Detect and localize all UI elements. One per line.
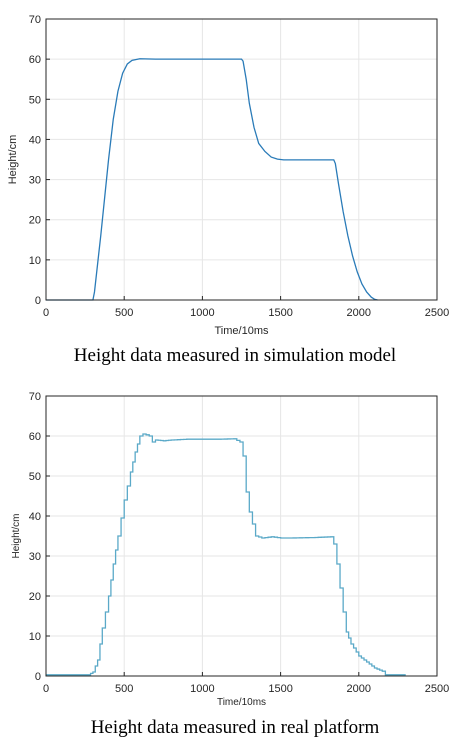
y-axis-label: Height/cm [11, 513, 22, 558]
chart-caption: Height data measured in real platform [91, 717, 380, 738]
y-tick-label: 20 [29, 591, 41, 603]
chart-caption: Height data measured in simulation model [74, 345, 396, 366]
y-tick-label: 0 [35, 295, 41, 307]
plot-frame [45, 18, 438, 301]
x-tick-label: 1000 [190, 683, 214, 695]
x-tick-label: 2000 [347, 307, 371, 319]
y-tick-label: 60 [29, 431, 41, 443]
x-tick-label: 2000 [347, 683, 371, 695]
y-tick-label: 60 [29, 54, 41, 66]
x-tick-label: 0 [43, 683, 49, 695]
x-tick-label: 500 [115, 683, 133, 695]
y-tick-label: 50 [29, 471, 41, 483]
x-tick-label: 2500 [425, 307, 449, 319]
y-tick-label: 20 [29, 215, 41, 227]
plot-frame [45, 395, 438, 677]
y-tick-label: 50 [29, 94, 41, 106]
x-tick-label: 0 [43, 307, 49, 319]
x-tick-label: 500 [115, 307, 133, 319]
x-axis-label: Time/10ms [215, 325, 269, 337]
simulation-chart: 0 500 1000 1500 2000 2500 0 10 20 30 40 50 60 70 Tim… [7, 14, 449, 366]
x-tick-label: 1500 [268, 307, 292, 319]
y-tick-label: 30 [29, 175, 41, 187]
y-axis-label: Height/cm [7, 135, 19, 185]
y-tick-label: 40 [29, 134, 41, 146]
y-tick-label: 0 [35, 671, 41, 683]
real-platform-chart: 0 500 1000 1500 2000 2500 0 10 20 30 40 50 60 70 Tim… [11, 391, 449, 738]
x-axis-label: Time/10ms [217, 697, 266, 708]
y-tick-label: 70 [29, 14, 41, 26]
simulation-height-line [46, 58, 378, 301]
x-tick-label: 2500 [425, 683, 449, 695]
x-tick-label: 1000 [190, 307, 214, 319]
real-height-line [46, 433, 406, 676]
x-tick-label: 1500 [268, 683, 292, 695]
y-tick-label: 40 [29, 511, 41, 523]
y-tick-label: 10 [29, 631, 41, 643]
y-tick-label: 70 [29, 391, 41, 403]
y-tick-label: 30 [29, 551, 41, 563]
y-tick-label: 10 [29, 255, 41, 267]
